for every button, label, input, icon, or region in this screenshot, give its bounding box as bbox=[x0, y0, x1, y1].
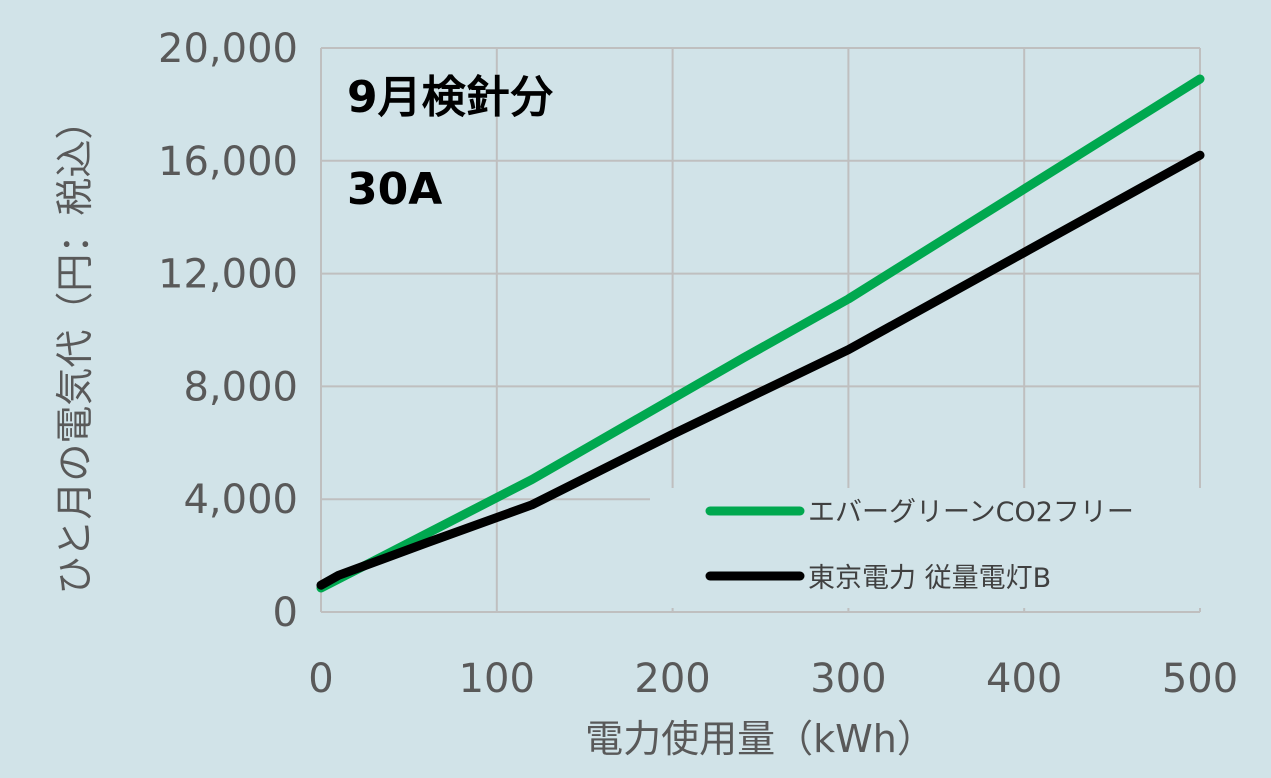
y-axis-title: ひと月の電気代（円：税込） bbox=[53, 102, 97, 595]
legend-label-tepco: 東京電力 従量電灯B bbox=[808, 563, 1051, 594]
y-tick-label-5: 20,000 bbox=[158, 26, 298, 72]
y-tick-label-3: 12,000 bbox=[158, 252, 298, 298]
y-tick-label-4: 16,000 bbox=[158, 139, 298, 185]
x-tick-label-3: 300 bbox=[810, 656, 886, 702]
annotation-amperage: 30A bbox=[347, 164, 442, 215]
series-line-evergreen-co2free bbox=[316, 74, 1205, 593]
annotation-month: 9月検針分 bbox=[347, 72, 554, 123]
x-tick-label-1: 100 bbox=[459, 656, 535, 702]
x-tick-label-5: 500 bbox=[1162, 656, 1238, 702]
x-tick-label-2: 200 bbox=[634, 656, 710, 702]
x-tick-label-4: 400 bbox=[986, 656, 1062, 702]
x-tick-label-0: 0 bbox=[308, 656, 333, 702]
y-tick-label-2: 8,000 bbox=[183, 364, 298, 410]
y-tick-label-1: 4,000 bbox=[183, 477, 298, 523]
legend-label-evergreen: エバーグリーンCO2フリー bbox=[808, 497, 1134, 528]
y-tick-label-0: 0 bbox=[273, 590, 298, 636]
series-lines bbox=[316, 74, 1205, 593]
legend: エバーグリーンCO2フリー 東京電力 従量電灯B bbox=[650, 488, 1210, 608]
series-line-tepco-jyuuryou-b bbox=[316, 150, 1205, 590]
x-axis-title: 電力使用量（kWh） bbox=[585, 717, 935, 761]
tick-labels: 0 4,000 8,000 12,000 16,000 20,000 0 100 200 300 4… bbox=[158, 26, 1238, 702]
